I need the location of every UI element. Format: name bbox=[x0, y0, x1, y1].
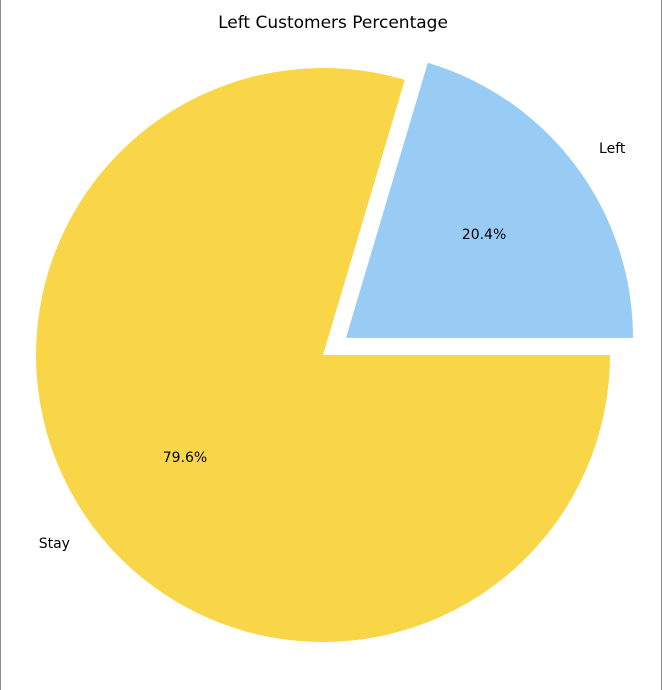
pie-labels: Left 20.4% Stay 79.6% bbox=[39, 141, 626, 552]
pie-slice-stay bbox=[36, 68, 611, 643]
category-label-left: Left bbox=[599, 141, 626, 157]
pie-slice-left bbox=[346, 62, 634, 338]
pie-slices bbox=[36, 62, 634, 643]
chart-title: Left Customers Percentage bbox=[218, 13, 448, 33]
percent-label-stay: 79.6% bbox=[163, 450, 207, 466]
category-label-stay: Stay bbox=[39, 536, 70, 552]
percent-label-left: 20.4% bbox=[462, 227, 506, 243]
